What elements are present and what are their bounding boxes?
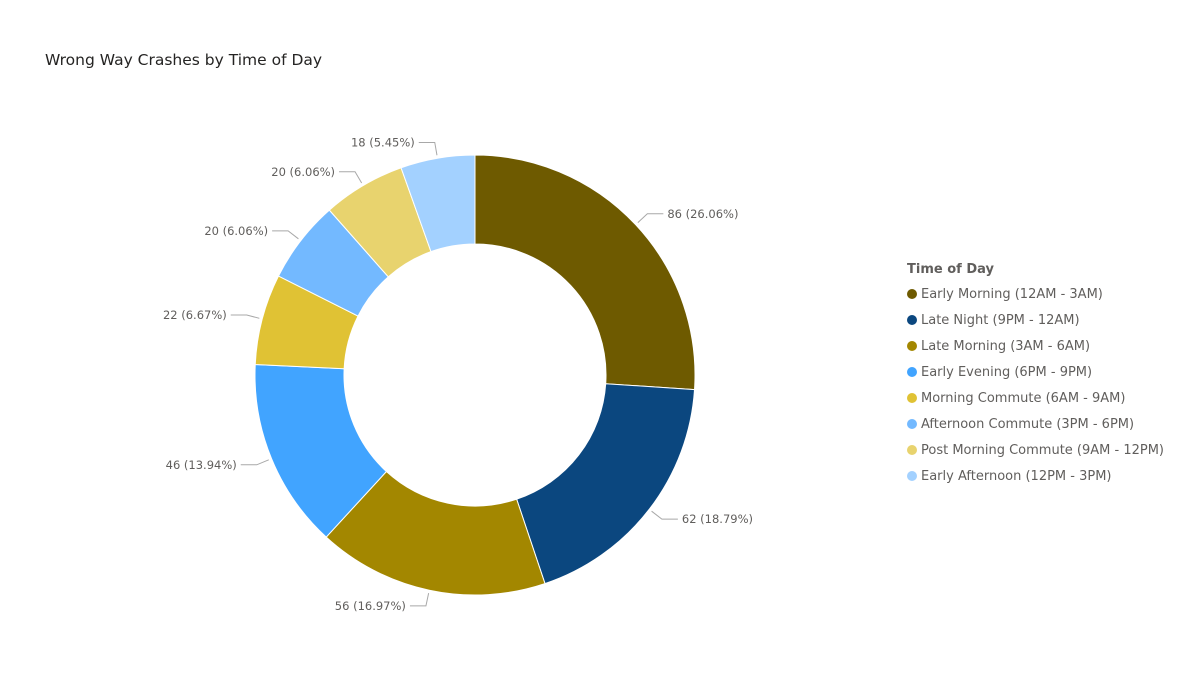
legend-item[interactable]: Afternoon Commute (3PM - 6PM) [907, 411, 1164, 437]
data-label: 46 (13.94%) [166, 458, 237, 472]
legend-item[interactable]: Early Evening (6PM - 9PM) [907, 359, 1164, 385]
legend-label: Afternoon Commute (3PM - 6PM) [921, 416, 1135, 432]
chart-title: Wrong Way Crashes by Time of Day [45, 51, 323, 69]
legend-marker [907, 289, 917, 299]
donut-slice[interactable] [400, 154, 476, 253]
legend-label: Post Morning Commute (9AM - 12PM) [921, 442, 1164, 458]
donut-slice[interactable] [474, 154, 696, 391]
legend-item[interactable]: Morning Commute (6AM - 9AM) [907, 385, 1164, 411]
data-label: 18 (5.45%) [351, 135, 415, 149]
leader-line [240, 459, 269, 466]
legend-item[interactable]: Late Night (9PM - 12AM) [907, 307, 1164, 333]
legend-label: Late Morning (3AM - 6AM) [921, 338, 1091, 354]
leader-line [409, 593, 430, 607]
donut-slice[interactable] [516, 383, 696, 585]
legend-marker [907, 471, 917, 481]
leader-line [637, 213, 664, 224]
legend-marker [907, 419, 917, 429]
legend-marker [907, 315, 917, 325]
legend-marker [907, 445, 917, 455]
legend-label: Early Evening (6PM - 9PM) [921, 364, 1093, 380]
legend: Time of Day Early Morning (12AM - 3AM) La… [907, 262, 1164, 489]
leader-line [418, 141, 438, 156]
data-label: 86 (26.06%) [667, 207, 738, 221]
data-label: 22 (6.67%) [163, 308, 227, 322]
legend-item[interactable]: Post Morning Commute (9AM - 12PM) [907, 437, 1164, 463]
leader-line [339, 171, 363, 184]
leader-line [651, 510, 678, 520]
data-label: 20 (6.06%) [204, 224, 268, 238]
data-label: 62 (18.79%) [682, 512, 753, 526]
legend-marker [907, 341, 917, 351]
legend-label: Early Morning (12AM - 3AM) [921, 286, 1103, 302]
legend-item[interactable]: Early Morning (12AM - 3AM) [907, 281, 1164, 307]
legend-item[interactable]: Late Morning (3AM - 6AM) [907, 333, 1164, 359]
legend-label: Early Afternoon (12PM - 3PM) [921, 468, 1112, 484]
data-label: 20 (6.06%) [271, 165, 335, 179]
legend-marker [907, 367, 917, 377]
leader-line [272, 230, 299, 240]
legend-label: Morning Commute (6AM - 9AM) [921, 390, 1126, 406]
data-label: 56 (16.97%) [335, 599, 406, 613]
legend-item[interactable]: Early Afternoon (12PM - 3PM) [907, 463, 1164, 489]
legend-title: Time of Day [907, 262, 994, 277]
legend-label: Late Night (9PM - 12AM) [921, 312, 1080, 328]
leader-line [230, 314, 260, 319]
legend-marker [907, 393, 917, 403]
